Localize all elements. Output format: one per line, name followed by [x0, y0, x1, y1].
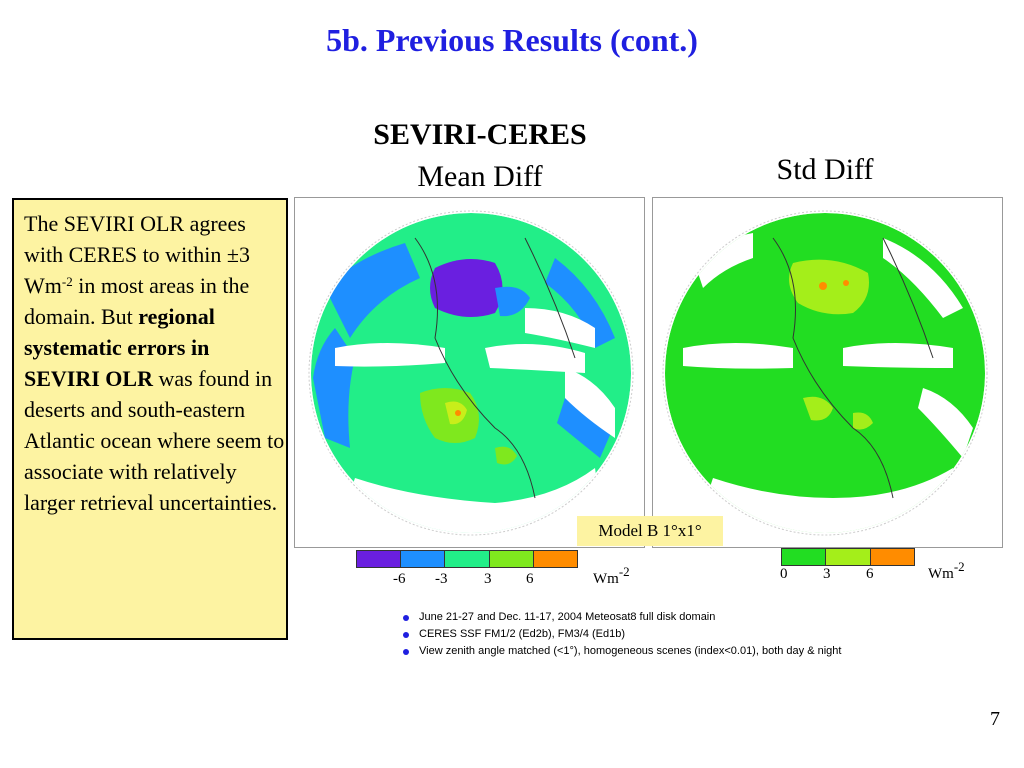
bullet-icon [403, 614, 409, 621]
std-diff-map-frame [652, 197, 1003, 548]
colorbar-swatch [826, 549, 871, 565]
mean-tick: -6 [393, 571, 406, 587]
note-text: June 21-27 and Dec. 11-17, 2004 Meteosat… [419, 611, 716, 623]
list-item: CERES SSF FM1/2 (Ed2b), FM3/4 (Ed1b) [403, 626, 1003, 643]
summary-text-box: The SEVIRI OLR agrees with CERES to with… [12, 198, 288, 640]
summary-bold-text: regional systematic errors in SEVIRI OLR [24, 304, 215, 391]
std-tick: 0 [780, 566, 788, 582]
std-colorbar [781, 548, 915, 566]
std-diff-heading: Std Diff [776, 153, 874, 186]
bullet-icon [403, 631, 409, 638]
note-text: CERES SSF FM1/2 (Ed2b), FM3/4 (Ed1b) [419, 628, 626, 640]
colorbar-swatch [401, 551, 446, 567]
list-item: View zenith angle matched (<1°), homogen… [403, 643, 1003, 660]
page-number: 7 [990, 708, 1000, 730]
colorbar-swatch [357, 551, 402, 567]
mean-colorbar [356, 550, 578, 568]
mean-unit: Wm-2 [593, 564, 630, 587]
colorbar-swatch [445, 551, 490, 567]
model-label: Model B 1°x1° [577, 516, 723, 546]
std-tick: 6 [866, 566, 874, 582]
mean-tick: -3 [435, 571, 448, 587]
std-tick: 3 [823, 566, 831, 582]
summary-text-1: The SEVIRI OLR agrees with CERES to with… [24, 211, 250, 298]
list-item: June 21-27 and Dec. 11-17, 2004 Meteosat… [403, 609, 1003, 626]
std-unit: Wm-2 [928, 559, 965, 582]
unit-superscript: -2 [61, 274, 73, 289]
mean-diff-map [308, 210, 634, 536]
colorbar-swatch [533, 551, 578, 567]
colorbar-swatch [489, 551, 534, 567]
note-text: View zenith angle matched (<1°), homogen… [419, 645, 842, 657]
mean-diff-heading: Mean Diff [417, 160, 543, 193]
colorbar-swatch [782, 549, 827, 565]
slide-title: 5b. Previous Results (cont.) [326, 22, 698, 58]
mean-tick: 6 [526, 571, 534, 587]
bullet-icon [403, 648, 409, 655]
summary-text-2: in most areas in the domain. But [24, 273, 250, 329]
notes-list: June 21-27 and Dec. 11-17, 2004 Meteosat… [403, 609, 1003, 660]
summary-text-3: was found in deserts and south-eastern A… [24, 366, 285, 515]
mean-tick: 3 [484, 571, 492, 587]
figure-heading: SEVIRI-CERES [373, 118, 587, 151]
std-diff-map [662, 210, 988, 536]
colorbar-swatch [870, 549, 914, 565]
mean-diff-map-frame [294, 197, 645, 548]
